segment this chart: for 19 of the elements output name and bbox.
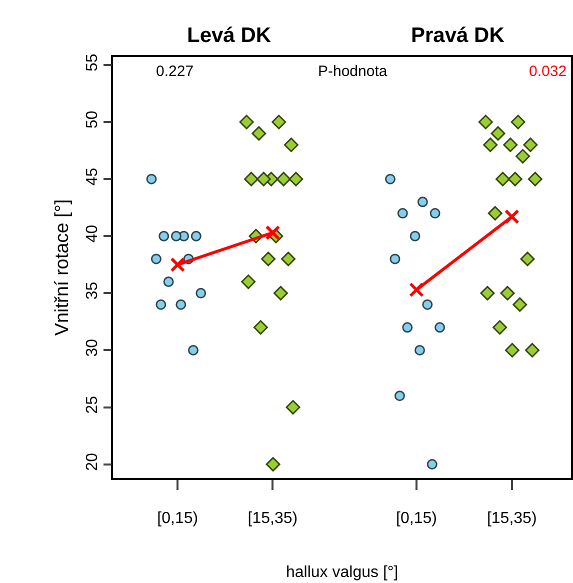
x-axis-title: hallux valgus [°] [286, 564, 398, 581]
x-tick-label: [15,35) [248, 510, 298, 527]
y-tick-label: 55 [84, 54, 101, 72]
x-tick-label: [15,35) [486, 510, 537, 527]
y-tick-label: 45 [84, 168, 101, 186]
chart-title: Levá DK [187, 24, 272, 47]
y-tick-label: 30 [84, 338, 101, 357]
chart-title: Pravá DK [411, 24, 504, 47]
y-tick-label: 40 [84, 224, 101, 243]
x-tick-label: [0,15) [157, 510, 198, 527]
annotation: 0.032 [529, 63, 567, 80]
y-tick-label: 25 [84, 396, 101, 414]
x-tick-label: [0,15) [396, 510, 437, 527]
annotation: P-hodnota [318, 63, 388, 80]
y-tick-label: 35 [84, 282, 101, 300]
y-tick-label: 20 [84, 452, 101, 471]
annotation: 0.227 [156, 63, 194, 80]
y-axis-title: Vnitřní rotace [°] [52, 199, 74, 336]
y-tick-label: 50 [84, 110, 101, 129]
